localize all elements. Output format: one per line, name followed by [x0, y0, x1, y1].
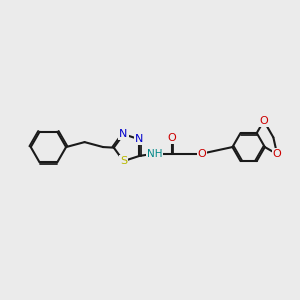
Text: NH: NH [147, 148, 162, 159]
Text: O: O [167, 133, 176, 143]
Text: N: N [135, 134, 143, 144]
Text: N: N [119, 129, 128, 139]
Text: O: O [260, 116, 268, 126]
Text: O: O [273, 149, 281, 159]
Text: O: O [198, 148, 206, 159]
Text: S: S [120, 156, 127, 166]
